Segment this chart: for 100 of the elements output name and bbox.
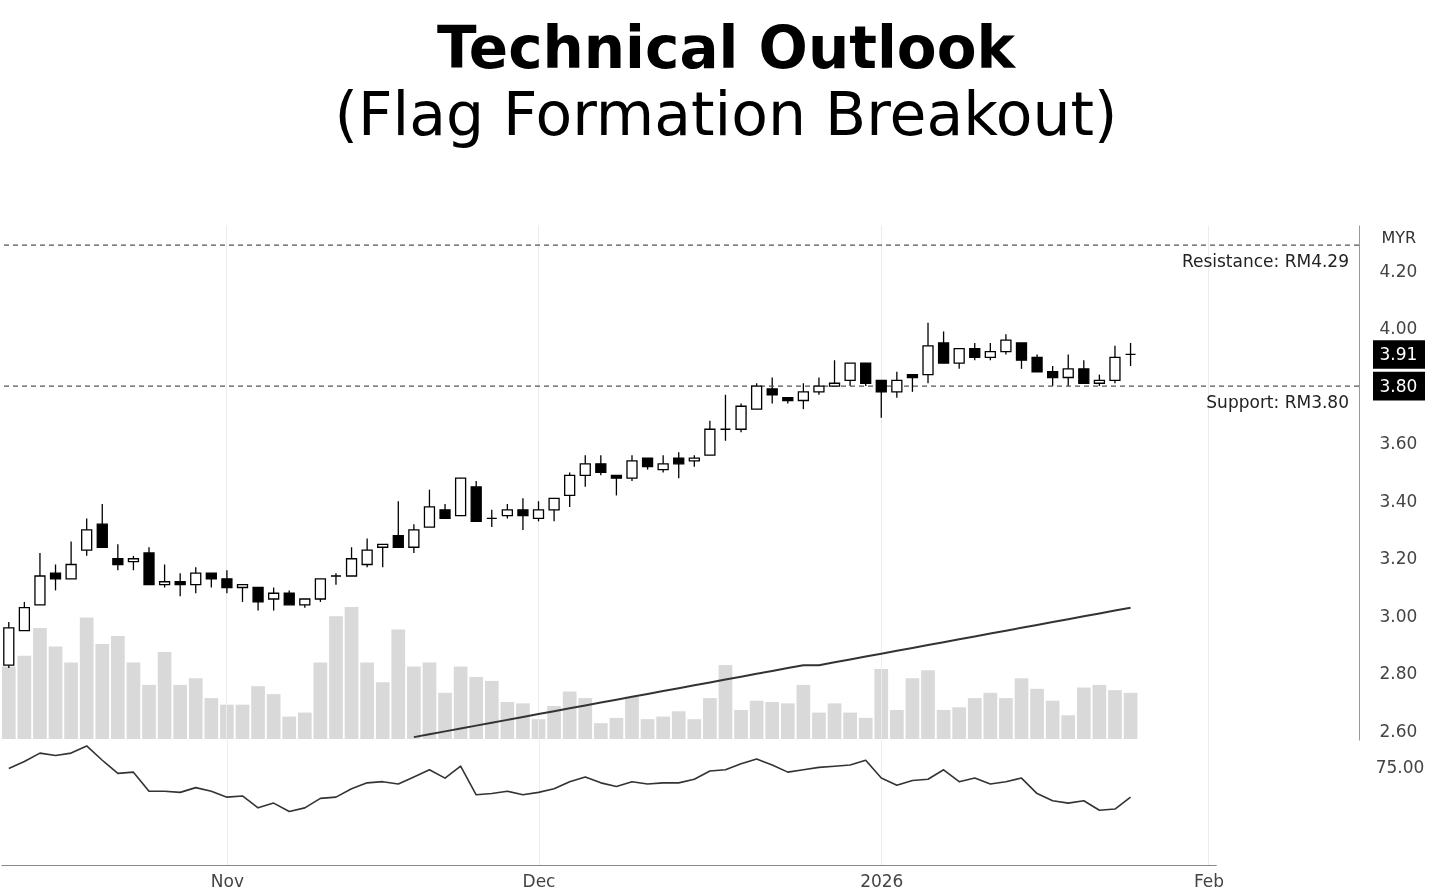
text: 75.00 [1375, 757, 1425, 777]
bar [1123, 692, 1138, 739]
bar [469, 676, 484, 739]
y-tick-label: 3.40 [1379, 490, 1418, 511]
x-tick-label: Feb [1193, 870, 1224, 891]
candlestick [766, 376, 778, 405]
bar [157, 651, 172, 739]
candlestick [673, 451, 685, 479]
bar [329, 616, 343, 739]
bar [609, 717, 624, 739]
bar [827, 703, 842, 739]
bar [313, 662, 328, 739]
y-tick-label: 4.00 [1379, 318, 1418, 339]
bar [48, 646, 63, 739]
bar [64, 662, 78, 739]
chart-title: Technical Outlook [436, 14, 1017, 82]
candlestick [579, 454, 591, 488]
bar [438, 692, 452, 739]
bar [1092, 684, 1107, 739]
candlestick [221, 569, 233, 594]
bar [1076, 687, 1091, 739]
candlestick [548, 497, 560, 522]
candlestick [268, 586, 280, 612]
bar [453, 666, 468, 739]
candlestick [423, 489, 436, 528]
bar [640, 719, 655, 739]
ref-line-label: Support: RM3.80 [1206, 392, 1349, 413]
bar [173, 684, 188, 739]
candlestick [1124, 342, 1137, 367]
bar [656, 716, 671, 739]
candlestick [49, 563, 62, 592]
bar [593, 723, 608, 739]
bar [889, 709, 904, 739]
candlestick [174, 572, 186, 597]
bar [843, 712, 857, 739]
bar [516, 703, 530, 739]
bar [765, 702, 780, 739]
y-tick-label: 3.00 [1379, 605, 1418, 626]
candlestick [65, 540, 77, 580]
bar [1030, 688, 1044, 739]
y-tick-label: 3.60 [1379, 433, 1418, 454]
candlestick [345, 546, 358, 577]
candlestick [1047, 365, 1059, 387]
bar [344, 607, 359, 739]
bar [17, 655, 32, 739]
candlestick [735, 402, 747, 433]
candlestick [158, 563, 171, 589]
bar [407, 666, 421, 739]
candlestick [1000, 333, 1012, 356]
bar [905, 678, 920, 739]
x-tick-label: Dec [522, 870, 556, 891]
x-tick-label: Nov [210, 870, 244, 891]
bar [126, 662, 141, 739]
y-tick-label: 3.20 [1379, 548, 1418, 569]
bar [999, 698, 1013, 739]
bar [297, 712, 312, 739]
bar [718, 665, 733, 739]
y-tick-label: 3.91 [1379, 343, 1418, 364]
candlestick [595, 454, 607, 476]
y-tick-label: 2.80 [1379, 663, 1418, 684]
bar [625, 696, 639, 739]
bar [220, 704, 234, 739]
candlestick [797, 382, 810, 410]
bar [952, 707, 967, 739]
candlestick [392, 500, 404, 548]
bar [33, 628, 47, 739]
candlestick [330, 572, 342, 586]
candlestick [891, 371, 903, 399]
bar [780, 703, 795, 739]
bar [235, 704, 250, 739]
candlestick [937, 330, 950, 364]
candlestick [750, 382, 763, 410]
bar [422, 662, 437, 739]
candlestick [719, 394, 732, 442]
candlestick [408, 523, 420, 554]
candlestick [314, 578, 327, 603]
candlestick [18, 601, 31, 632]
candlestick [112, 543, 124, 571]
bar [1014, 678, 1029, 739]
candlestick [1109, 345, 1121, 384]
candlestick [860, 362, 872, 387]
candlestick [610, 474, 623, 497]
bar [796, 684, 811, 739]
bar [360, 662, 374, 739]
candlestick [1078, 359, 1090, 384]
bar [251, 686, 265, 739]
bar [812, 712, 826, 739]
y-tick-label: 2.60 [1379, 720, 1418, 741]
bar [703, 698, 717, 739]
bar [110, 636, 125, 739]
candlestick [532, 500, 545, 522]
y-tick-label: 4.20 [1379, 260, 1418, 281]
bar [142, 684, 156, 739]
candlestick [96, 503, 108, 548]
candlestick [875, 379, 887, 419]
x-tick-label: 2026 [860, 870, 904, 891]
bar [734, 709, 748, 739]
candlestick [81, 517, 93, 557]
candlestick [517, 497, 529, 531]
candlestick [361, 537, 373, 569]
